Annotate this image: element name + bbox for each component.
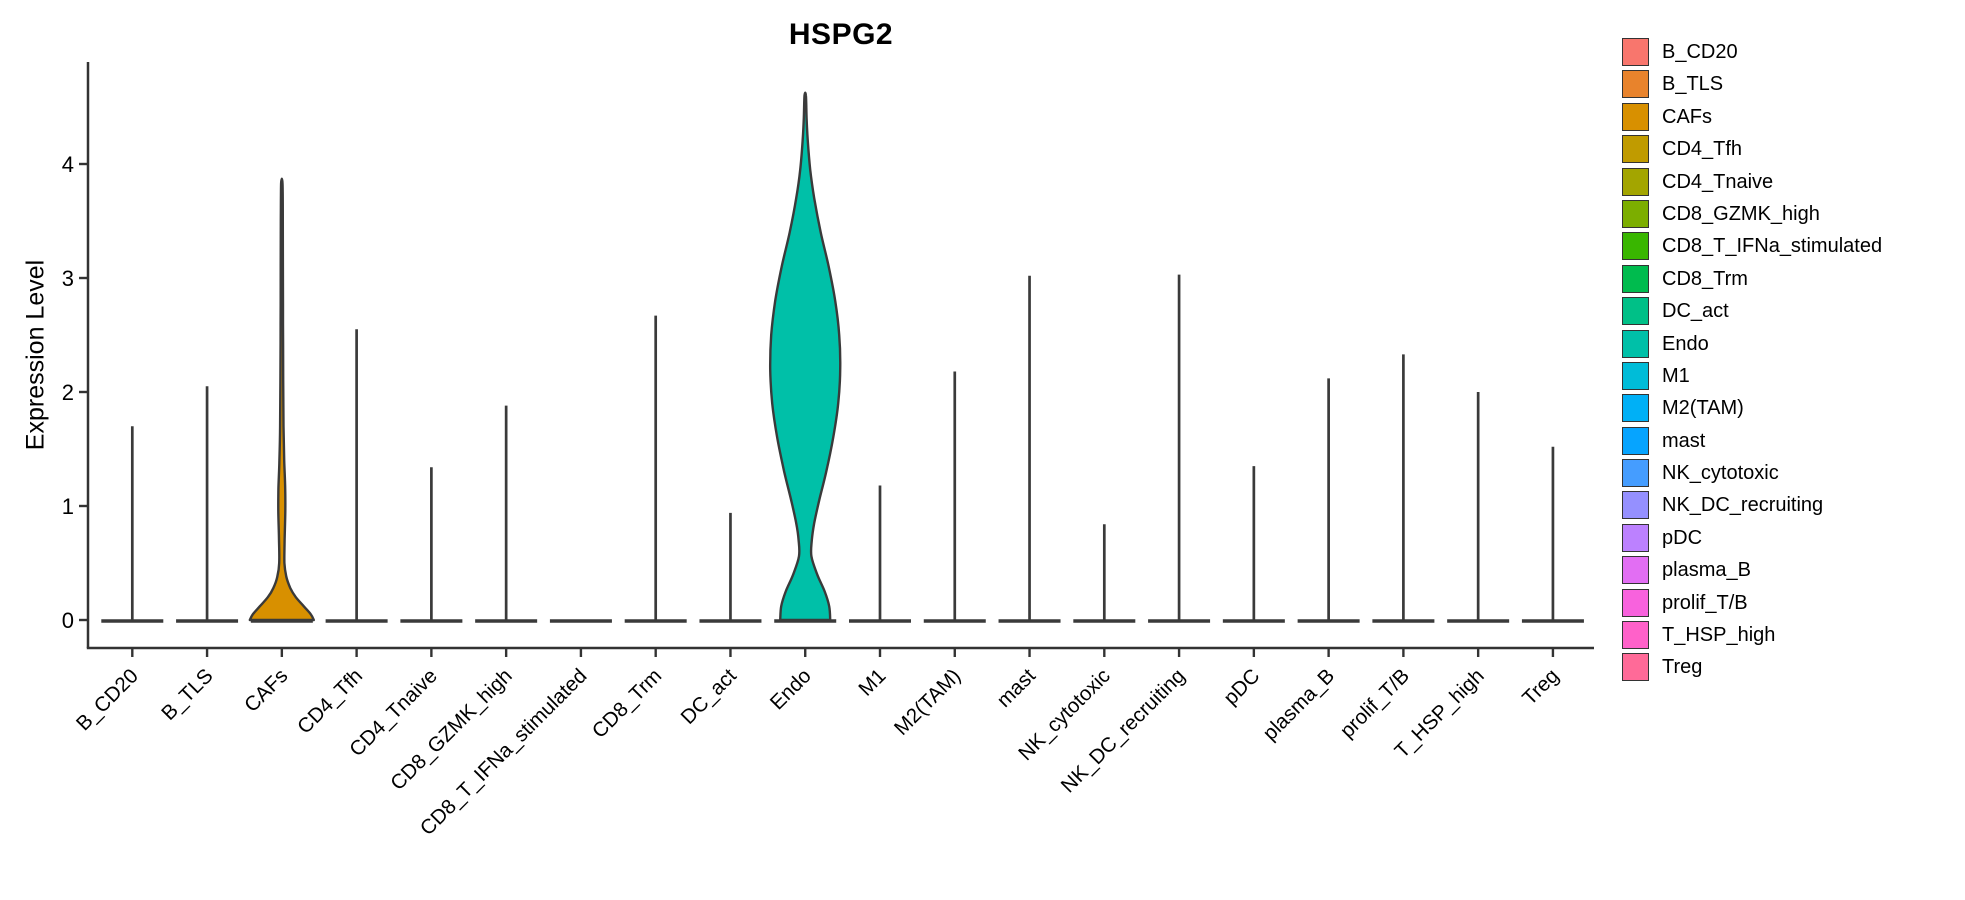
x-tick-label: M2(TAM) bbox=[890, 664, 966, 740]
x-tick-label: NK_DC_recruiting bbox=[1057, 664, 1190, 797]
legend-item: prolif_T/B bbox=[1622, 588, 1882, 617]
legend-key-swatch bbox=[1622, 459, 1649, 488]
legend-item: M1 bbox=[1622, 361, 1882, 390]
y-tick-label: 1 bbox=[62, 494, 74, 519]
legend: B_CD20 B_TLS CAFs CD4_Tfh CD4_Tnaive CD8_GZMK… bbox=[1622, 38, 1882, 686]
legend-label: NK_cytotoxic bbox=[1662, 462, 1779, 485]
legend-item: NK_cytotoxic bbox=[1622, 459, 1882, 488]
chart-title: HSPG2 bbox=[788, 18, 894, 51]
legend-item: NK_DC_recruiting bbox=[1622, 491, 1882, 520]
legend-label: CD8_Trm bbox=[1662, 267, 1748, 290]
legend-label: CD4_Tfh bbox=[1662, 138, 1743, 161]
legend-label: T_HSP_high bbox=[1662, 624, 1776, 647]
legend-label: Endo bbox=[1662, 332, 1709, 355]
legend-label: DC_act bbox=[1662, 300, 1729, 323]
x-tick-label: M1 bbox=[854, 664, 890, 700]
y-axis-title: Expression Level bbox=[21, 259, 50, 451]
x-tick-label: pDC bbox=[1219, 664, 1264, 709]
legend-label: M1 bbox=[1662, 364, 1690, 387]
legend-item: Endo bbox=[1622, 329, 1882, 358]
legend-item: mast bbox=[1622, 426, 1882, 455]
legend-key-swatch bbox=[1622, 361, 1649, 390]
legend-label: B_CD20 bbox=[1662, 41, 1738, 63]
legend-key-swatch bbox=[1622, 329, 1649, 358]
y-tick-label: 0 bbox=[62, 608, 74, 633]
legend-label: CD8_T_IFNa_stimulated bbox=[1662, 235, 1883, 258]
legend-label: B_TLS bbox=[1662, 73, 1724, 96]
x-tick-label: CD8_Trm bbox=[588, 664, 667, 743]
legend-label: CAFs bbox=[1662, 105, 1712, 128]
legend-label: pDC bbox=[1662, 526, 1703, 549]
legend-item: CD8_T_IFNa_stimulated bbox=[1622, 232, 1883, 261]
legend-item: B_CD20 bbox=[1622, 38, 1882, 66]
legend-label: CD4_Tnaive bbox=[1662, 170, 1774, 193]
legend-key-swatch bbox=[1622, 588, 1649, 617]
legend-key-swatch bbox=[1622, 199, 1649, 228]
legend-key-swatch bbox=[1622, 297, 1649, 326]
legend-key-swatch bbox=[1622, 135, 1649, 164]
x-tick-label: plasma_B bbox=[1258, 664, 1339, 745]
legend-item: B_TLS bbox=[1622, 70, 1882, 99]
y-tick-label: 4 bbox=[62, 152, 74, 177]
x-tick-label: CD4_Tfh bbox=[293, 664, 367, 738]
legend-item: CD4_Tfh bbox=[1622, 135, 1882, 164]
legend-label: plasma_B bbox=[1662, 559, 1751, 582]
legend-key-swatch bbox=[1622, 523, 1649, 552]
legend-label: NK_DC_recruiting bbox=[1662, 494, 1824, 517]
legend-item: M2(TAM) bbox=[1622, 394, 1882, 423]
y-tick-label: 3 bbox=[62, 266, 74, 291]
legend-item: CD4_Tnaive bbox=[1622, 167, 1882, 196]
legend-key-swatch bbox=[1622, 394, 1649, 423]
legend-item: Treg bbox=[1622, 653, 1882, 682]
x-tick-label: prolif_T/B bbox=[1336, 664, 1414, 742]
legend-key-swatch bbox=[1622, 102, 1649, 131]
violin-Endo bbox=[768, 91, 842, 622]
legend-key-swatch bbox=[1622, 167, 1649, 196]
legend-key-swatch bbox=[1622, 264, 1649, 293]
legend-key-swatch bbox=[1622, 491, 1649, 520]
legend-key-swatch bbox=[1622, 70, 1649, 99]
legend-item: plasma_B bbox=[1622, 556, 1882, 585]
x-tick-label: DC_act bbox=[676, 664, 741, 729]
legend-key-swatch bbox=[1622, 556, 1649, 585]
legend-key-swatch bbox=[1622, 621, 1649, 650]
legend-item: CD8_GZMK_high bbox=[1622, 199, 1882, 228]
legend-item: DC_act bbox=[1622, 297, 1882, 326]
x-tick-label: mast bbox=[992, 664, 1040, 712]
legend-label: M2(TAM) bbox=[1662, 397, 1744, 420]
x-tick-label: B_TLS bbox=[157, 664, 218, 725]
legend-item: CAFs bbox=[1622, 102, 1882, 131]
legend-key-swatch bbox=[1622, 653, 1649, 682]
x-tick-label: Treg bbox=[1518, 664, 1564, 710]
legend-label: prolif_T/B bbox=[1662, 591, 1748, 614]
y-tick-label: 2 bbox=[62, 380, 74, 405]
violin-CAFs bbox=[248, 177, 315, 622]
x-tick-label: B_CD20 bbox=[72, 664, 143, 735]
legend-key-swatch bbox=[1622, 38, 1649, 66]
x-tick-label: CAFs bbox=[240, 664, 293, 717]
legend-key-swatch bbox=[1622, 232, 1649, 261]
legend-label: mast bbox=[1662, 429, 1706, 452]
legend-label: Treg bbox=[1662, 656, 1703, 679]
legend-label: CD8_GZMK_high bbox=[1662, 202, 1820, 225]
x-tick-label: Endo bbox=[766, 664, 816, 714]
legend-key-swatch bbox=[1622, 426, 1649, 455]
legend-item: CD8_Trm bbox=[1622, 264, 1882, 293]
legend-item: pDC bbox=[1622, 523, 1882, 552]
legend-item: T_HSP_high bbox=[1622, 621, 1882, 650]
